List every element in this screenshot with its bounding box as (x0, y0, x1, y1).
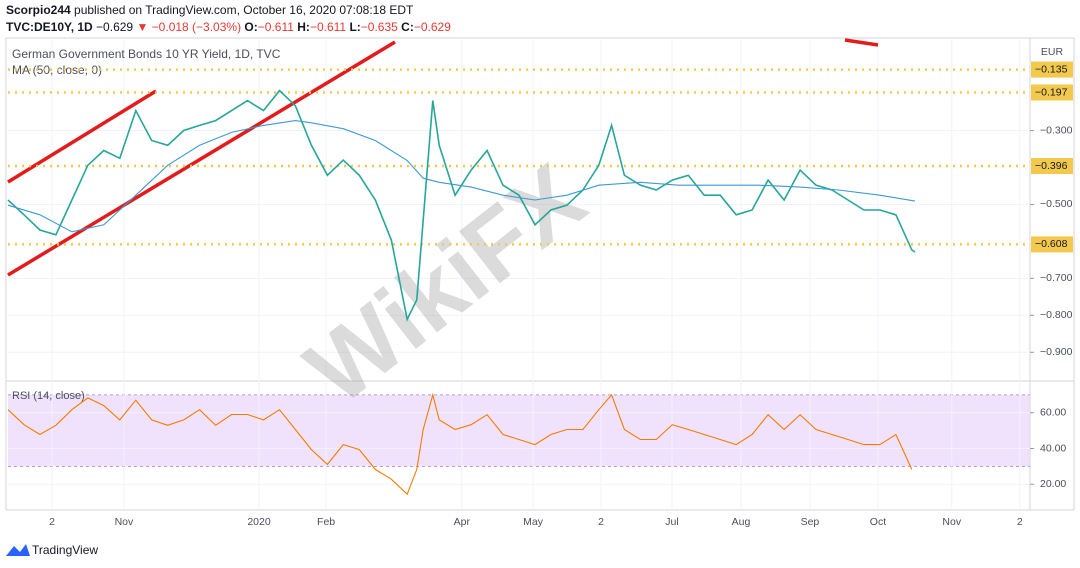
y-unit: EUR (1041, 46, 1064, 58)
trend-line (7, 89, 157, 184)
y-tick-label: −0.700 (1040, 272, 1073, 284)
x-tick-label: Oct (870, 516, 886, 528)
y-tick-label: −0.500 (1040, 198, 1073, 210)
x-tick-label: Feb (317, 516, 335, 528)
level-tag (1031, 236, 1073, 253)
series-line (7, 89, 916, 322)
logo: TradingView (6, 543, 98, 557)
low: −0.635 (360, 20, 398, 34)
high: −0.611 (309, 20, 347, 34)
chart-title: German Government Bonds 10 YR Yield, 1D,… (12, 47, 281, 61)
footer: TradingView (32, 543, 98, 557)
x-tick-label: 2020 (247, 516, 271, 528)
change: −0.018 (−3.03%) (151, 20, 242, 34)
trend-line (7, 40, 396, 277)
y-tick-label: 40.00 (1040, 442, 1066, 454)
x-tick-label: Apr (454, 516, 471, 528)
l-label: L: (349, 20, 361, 34)
level-label: −0.396 (1035, 160, 1068, 172)
trend-line (844, 38, 879, 47)
level-label: −0.608 (1035, 238, 1068, 250)
level-label: −0.135 (1035, 63, 1068, 75)
x-tick-label: Jul (665, 516, 678, 528)
series-line (7, 120, 916, 233)
y-tick-label: 20.00 (1040, 478, 1066, 490)
series-line (7, 392, 913, 496)
rsi-band (8, 394, 1030, 467)
symbol: TVC:DE10Y, 1D (6, 20, 93, 34)
x-tick-label: Aug (732, 516, 751, 528)
published: published on TradingView.com, October 16… (70, 3, 414, 17)
y-tick-label: −0.900 (1040, 346, 1073, 358)
x-tick-label: 2 (1017, 516, 1023, 528)
logo-icon (6, 544, 30, 556)
arrow: ▼ (136, 20, 149, 34)
level-tag (1031, 158, 1073, 175)
x-tick-label: Nov (942, 516, 961, 528)
author: Scorpio244 (6, 3, 71, 17)
c-label: C: (401, 20, 414, 34)
y-tick-label: −0.800 (1040, 309, 1073, 321)
legend-rsi: RSI (14, close) (12, 390, 85, 402)
x-tick-label: Nov (115, 516, 134, 528)
h-label: H: (297, 20, 310, 34)
x-tick-label: 2 (49, 516, 55, 528)
close: −0.629 (413, 20, 451, 34)
header-line: TVC:DE10Y, 1D −0.629 ▼ −0.018 (−3.03%) O… (6, 19, 451, 36)
level-label: −0.197 (1035, 86, 1068, 98)
header-line: Scorpio244 published on TradingView.com,… (6, 2, 451, 19)
backgrounds (8, 40, 1030, 508)
frame (5, 37, 1075, 511)
x-tick-label: Sep (801, 516, 820, 528)
x-tick-label: 2 (598, 516, 604, 528)
x-tick-label: May (523, 516, 544, 528)
header: Scorpio244 published on TradingView.com,… (6, 2, 451, 36)
watermark: WikiFX (287, 144, 604, 425)
last: −0.629 (96, 20, 134, 34)
level-tag (1031, 84, 1073, 101)
y-tick-label: −0.300 (1040, 124, 1073, 136)
open: −0.611 (257, 20, 294, 34)
level-tag (1031, 61, 1073, 78)
y-tick-label: 60.00 (1040, 407, 1066, 419)
o-label: O: (244, 20, 258, 34)
